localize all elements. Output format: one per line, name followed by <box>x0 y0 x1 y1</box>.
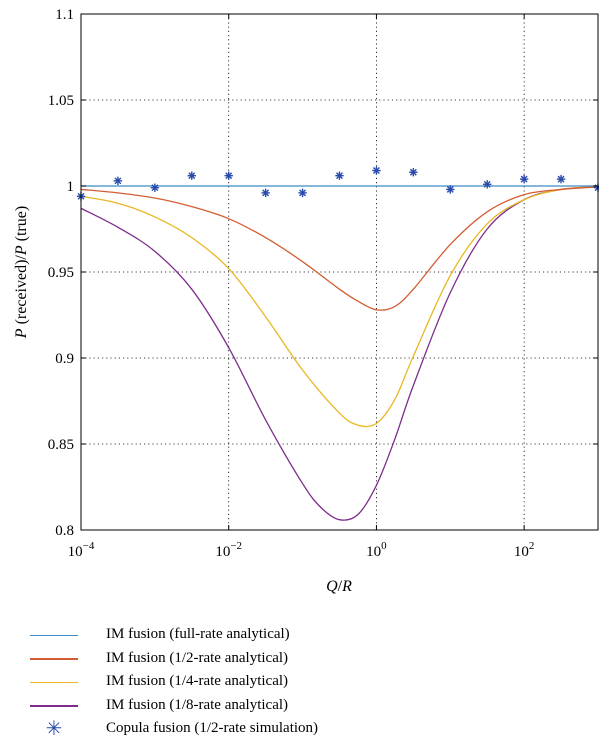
series-half-rate-line <box>80 186 599 311</box>
legend-swatch-full-rate <box>28 625 80 645</box>
legend-item-eighth-rate: IM fusion (1/8-rate analytical) <box>28 694 588 718</box>
x-tick-label: 100 <box>366 540 387 560</box>
copula-simulation-point <box>298 188 307 198</box>
legend-swatch-copula: ✳ <box>28 715 80 740</box>
legend-item-full-rate: IM fusion (full-rate analytical) <box>28 623 588 647</box>
legend-label-copula: Copula fusion (1/2-rate simulation) <box>106 720 319 737</box>
copula-simulation-point <box>556 174 566 184</box>
legend-swatch-eighth-rate <box>28 695 80 715</box>
plot-background <box>81 14 598 530</box>
y-tick-label: 0.9 <box>55 351 74 367</box>
y-tick-label: 1 <box>67 179 75 195</box>
legend-item-quarter-rate: IM fusion (1/4-rate analytical) <box>28 670 588 694</box>
axis-ticks: 10−4 10−2 100 102 0.8 0.85 0.9 0.95 1 1.05 1.1 <box>48 7 598 560</box>
copula-simulation-point <box>446 185 455 194</box>
series-eighth-rate-line <box>80 186 599 521</box>
x-tick-label: 10−4 <box>68 540 95 560</box>
copula-simulation-point <box>150 183 160 192</box>
legend-item-half-rate: IM fusion (1/2-rate analytical) <box>28 647 588 671</box>
legend-swatch-quarter-rate <box>28 672 80 692</box>
copula-simulation-point <box>482 180 492 189</box>
series-layer <box>76 166 599 521</box>
y-axis-title: P (received)/P (true) <box>13 206 30 339</box>
legend: IM fusion (full-rate analytical) IM fusi… <box>28 623 588 741</box>
copula-simulation-point <box>409 168 418 177</box>
x-tick-label: 10−2 <box>215 540 242 560</box>
copula-simulation-point <box>187 171 196 180</box>
copula-simulation-point <box>519 174 529 184</box>
legend-swatch-half-rate <box>28 648 80 668</box>
copula-simulation-point <box>335 171 344 180</box>
series-quarter-rate-line <box>80 186 599 428</box>
y-tick-label: 0.95 <box>48 265 74 281</box>
copula-simulation-point <box>224 171 233 180</box>
legend-item-copula: ✳ Copula fusion (1/2-rate simulation) <box>28 715 588 741</box>
y-tick-label: 0.85 <box>48 437 74 453</box>
y-tick-label: 1.1 <box>55 7 74 23</box>
asterisk-marker-icon: ✳ <box>45 715 63 740</box>
x-tick-label: 102 <box>514 540 535 560</box>
legend-label-eighth-rate: IM fusion (1/8-rate analytical) <box>106 696 289 713</box>
legend-label-full-rate: IM fusion (full-rate analytical) <box>106 626 290 643</box>
legend-label-quarter-rate: IM fusion (1/4-rate analytical) <box>106 673 289 690</box>
x-axis-title: Q/R <box>326 578 352 595</box>
copula-simulation-point <box>372 166 381 175</box>
legend-label-half-rate: IM fusion (1/2-rate analytical) <box>106 649 289 666</box>
y-tick-label: 1.05 <box>48 93 74 109</box>
copula-simulation-point <box>113 176 123 186</box>
copula-simulation-point <box>261 188 270 198</box>
y-tick-label: 0.8 <box>55 523 74 539</box>
